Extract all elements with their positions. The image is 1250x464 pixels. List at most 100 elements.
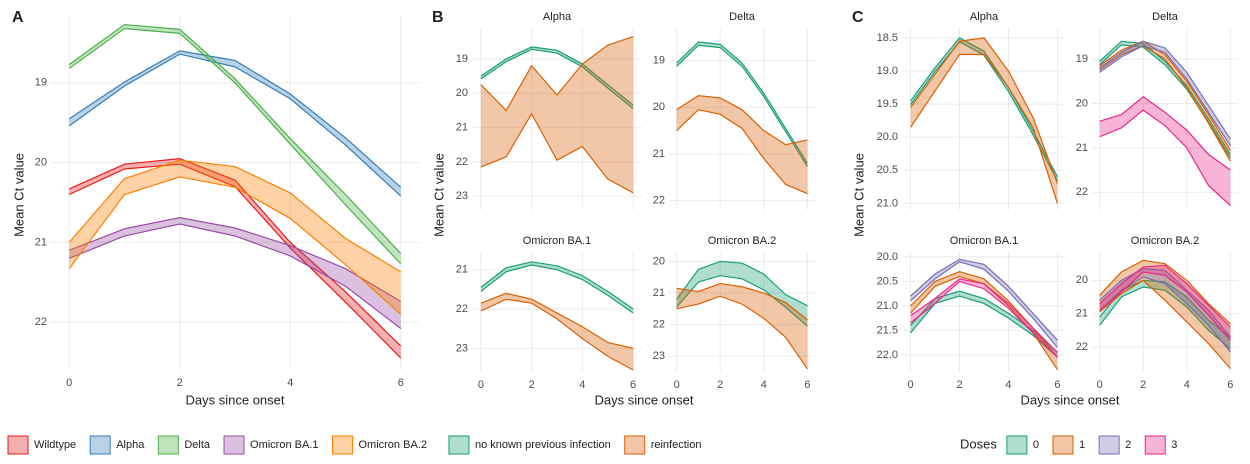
ribbon-edge (480, 48, 634, 110)
x-axis-title: Days since onset (595, 392, 694, 407)
ribbon-edge (68, 50, 402, 188)
facet-title: Delta (729, 11, 756, 23)
ribbon-area (1099, 265, 1231, 341)
panel-label: A (12, 9, 24, 26)
y-tick-label: 23 (456, 190, 468, 202)
x-tick-label: 6 (398, 377, 404, 389)
ribbon-edge (676, 95, 808, 146)
facet-title: Alpha (970, 11, 999, 23)
y-tick-label: 18.5 (877, 32, 898, 44)
ribbon-edge (68, 163, 402, 359)
ribbon-edge (676, 282, 808, 321)
ribbon-edge (910, 37, 1058, 184)
ribbon-edge (480, 36, 634, 112)
panel-label: B (432, 9, 444, 26)
legend-title: Doses (960, 436, 997, 451)
ribbon-edge (910, 37, 1058, 178)
y-tick-label: 22 (456, 156, 468, 168)
legend-label: Omicron BA.1 (250, 439, 318, 451)
legend-label: 2 (1125, 439, 1131, 451)
y-tick-label: 20.0 (877, 251, 898, 263)
y-tick-label: 20 (653, 255, 665, 267)
y-tick-label: 22 (653, 195, 665, 207)
y-tick-label: 20 (1076, 97, 1088, 109)
legend-key (89, 435, 111, 455)
x-tick-label: 6 (804, 379, 810, 391)
facet-title: Omicron BA.1 (523, 235, 591, 247)
y-tick-label: 21.0 (877, 197, 898, 209)
ribbon-edge (1099, 45, 1231, 146)
y-tick-label: 20 (35, 156, 47, 168)
plot-background (669, 28, 815, 210)
y-tick-label: 21 (653, 148, 665, 160)
y-tick-label: 20 (1076, 274, 1088, 286)
legend-label: no known previous infection (475, 439, 611, 451)
y-axis-title: Mean Ct value (431, 153, 446, 237)
x-axis-title: Days since onset (1021, 392, 1120, 407)
ribbon-edge (68, 23, 402, 254)
y-tick-label: 22 (1076, 186, 1088, 198)
ribbon-area (676, 283, 808, 369)
ribbon-edge (68, 27, 402, 265)
ribbon-area (1099, 260, 1231, 369)
ribbon-edge (1099, 271, 1231, 341)
ribbon-edge (1099, 96, 1231, 171)
y-axis-title: Mean Ct value (11, 153, 26, 237)
ribbon-edge (676, 260, 808, 307)
ribbon-edge (910, 261, 1058, 348)
ribbon-edge (910, 278, 1058, 353)
ribbon-edge (910, 280, 1058, 358)
ribbon-area (676, 261, 808, 327)
facet-title: Omicron BA.2 (708, 235, 776, 247)
ribbon-edge (1099, 40, 1231, 140)
x-tick-label: 4 (1005, 379, 1011, 391)
y-tick-label: 21 (1076, 308, 1088, 320)
x-tick-label: 2 (717, 379, 723, 391)
legend-label: reinfection (651, 439, 702, 451)
ribbon-edge (1099, 276, 1231, 353)
facet-title: Omicron BA.2 (1131, 235, 1199, 247)
legend-key (1006, 435, 1028, 455)
ribbon-edge (1099, 259, 1231, 325)
ribbon-edge (1099, 286, 1231, 350)
ribbon-edge (1099, 40, 1231, 151)
y-tick-label: 21.0 (877, 300, 898, 312)
y-tick-label: 19 (653, 55, 665, 67)
ribbon-edge (1099, 264, 1231, 328)
ribbon-edge (676, 295, 808, 370)
x-tick-label: 4 (1184, 379, 1190, 391)
x-tick-label: 6 (630, 379, 636, 391)
plot-background (902, 28, 1066, 210)
x-tick-label: 0 (908, 379, 914, 391)
ribbon-edge (676, 275, 808, 327)
plot-background (1092, 252, 1238, 372)
x-tick-label: 6 (1054, 379, 1060, 391)
x-tick-label: 2 (529, 379, 535, 391)
x-tick-label: 4 (761, 379, 767, 391)
ribbon-edge (69, 217, 402, 302)
ribbon-edge (68, 157, 402, 347)
ribbon-edge (910, 53, 1059, 204)
ribbon-area (480, 36, 634, 193)
ribbon-edge (676, 109, 808, 195)
legend-key (157, 435, 179, 455)
y-tick-label: 20.5 (877, 275, 898, 287)
ribbon-area (480, 293, 634, 371)
ribbon-edge (1099, 40, 1231, 155)
x-tick-label: 4 (287, 377, 293, 389)
x-tick-label: 2 (956, 379, 962, 391)
y-tick-label: 20 (456, 87, 468, 99)
legend-key (1144, 435, 1166, 455)
y-tick-label: 21.5 (877, 324, 898, 336)
plot-background (902, 252, 1066, 372)
y-tick-label: 21 (456, 121, 468, 133)
ribbon-area (69, 217, 401, 329)
y-axis-title: Mean Ct value (851, 153, 866, 237)
legend-label: 3 (1171, 439, 1177, 451)
y-tick-label: 21 (653, 287, 665, 299)
y-tick-label: 22 (35, 316, 47, 328)
legend-key (331, 435, 353, 455)
y-tick-label: 21 (456, 264, 468, 276)
